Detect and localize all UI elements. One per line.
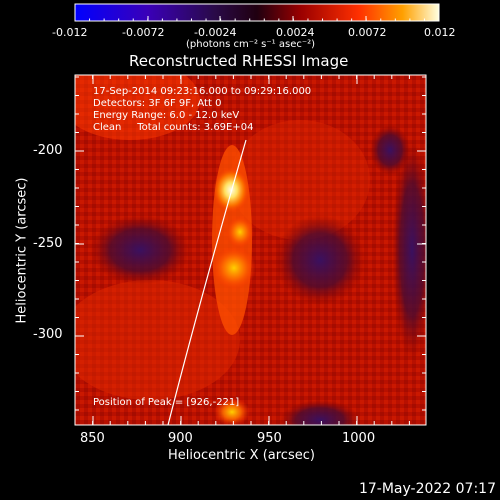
colorbar bbox=[74, 3, 440, 22]
x-tick-label: 950 bbox=[257, 431, 282, 446]
colorbar-tick-label: 0.0024 bbox=[276, 26, 315, 39]
colorbar-units: (photons cm⁻² s⁻¹ asec⁻²) bbox=[186, 39, 316, 50]
colorbar-ticks bbox=[74, 16, 440, 21]
x-tick-label: 1000 bbox=[342, 431, 376, 446]
info-peak-position: Position of Peak = [926,-221] bbox=[93, 397, 240, 408]
y-tick-label: -200 bbox=[33, 143, 63, 158]
colorbar-tick-label: -0.0072 bbox=[122, 26, 165, 39]
plot-title: Reconstructed RHESSI Image bbox=[129, 52, 349, 70]
y-axis-label: Heliocentric Y (arcsec) bbox=[14, 177, 30, 324]
x-axis-label: Heliocentric X (arcsec) bbox=[168, 448, 315, 463]
colorbar-tick-label: -0.012 bbox=[52, 26, 88, 39]
info-detectors: Detectors: 3F 6F 9F, Att 0 bbox=[93, 98, 222, 109]
solar-image bbox=[75, 75, 426, 425]
colorbar-tick-label: 0.012 bbox=[424, 26, 456, 39]
colorbar-tick-label: -0.0024 bbox=[194, 26, 237, 39]
colorbar-tick-label: 0.0072 bbox=[348, 26, 387, 39]
info-time-range: 17-Sep-2014 09:23:16.000 to 09:29:16.000 bbox=[93, 86, 312, 97]
solar-limb-line bbox=[167, 139, 247, 425]
x-tick-label: 850 bbox=[80, 431, 105, 446]
y-tick-label: -250 bbox=[33, 236, 63, 251]
info-energy-range: Energy Range: 6.0 - 12.0 keV bbox=[93, 110, 240, 121]
x-tick-label: 900 bbox=[168, 431, 193, 446]
timestamp: 17-May-2022 07:17 bbox=[358, 481, 496, 497]
y-tick-label: -300 bbox=[33, 327, 63, 342]
axis-ticks bbox=[74, 75, 426, 425]
info-total-counts: Clean Total counts: 3.69E+04 bbox=[93, 122, 254, 133]
